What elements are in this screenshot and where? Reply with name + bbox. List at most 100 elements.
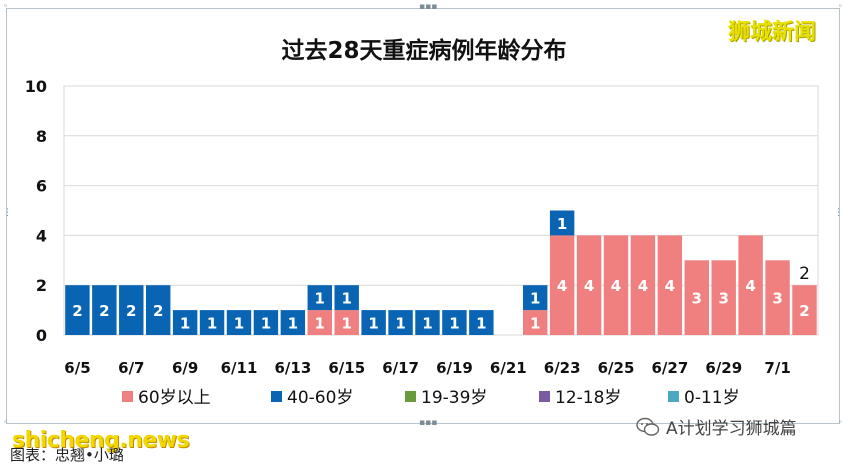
bar — [765, 260, 790, 335]
bar-value-label: 2 — [72, 302, 82, 320]
bar — [388, 310, 413, 335]
legend-label: 12-18岁 — [555, 388, 621, 408]
bar-value-label: 3 — [718, 290, 728, 308]
bar — [172, 310, 198, 335]
y-tick-label: 8 — [36, 127, 47, 146]
chart-title: 过去28天重症病例年龄分布 — [281, 37, 566, 64]
x-tick-label: 6/29 — [705, 359, 742, 377]
x-tick-label: 6/23 — [544, 359, 581, 377]
x-tick-label: 6/19 — [436, 359, 473, 377]
bar — [334, 285, 359, 311]
bar-value-label: 1 — [207, 315, 217, 333]
bar — [792, 285, 817, 335]
watermark-top-right: 狮城新闻 — [728, 20, 817, 45]
bar-value-label: 1 — [449, 315, 459, 333]
bar-value-label: 3 — [772, 290, 782, 308]
x-tick-label: 6/15 — [328, 359, 365, 377]
x-tick-label: 6/11 — [221, 359, 258, 377]
bar — [522, 310, 548, 335]
y-tick-label: 6 — [36, 177, 47, 196]
wechat-account: A计划学习狮城篇 — [636, 414, 797, 439]
bar — [199, 310, 225, 335]
resize-handle-top-right[interactable]: ◦ — [837, 2, 843, 12]
resize-handle-bottom[interactable]: ▪▪▪ — [419, 418, 438, 428]
bar-value-label: 1 — [422, 315, 432, 333]
bar-value-label: 1 — [288, 315, 298, 333]
x-tick-label: 6/7 — [118, 359, 144, 377]
bar-value-label: 1 — [315, 290, 325, 308]
bar — [657, 235, 683, 335]
chart-frame: ▪▪▪ ⋮ ⋮ ▪▪▪ ◦ ◦ ◦ ◦ — [3, 3, 843, 428]
legend-swatch — [122, 391, 133, 402]
bar — [307, 310, 332, 335]
y-axis: 0 2 4 6 8 10 — [25, 77, 47, 345]
bar — [576, 235, 602, 335]
bar-value-label: 1 — [341, 315, 351, 333]
bar — [603, 235, 629, 335]
bar-value-label: 4 — [638, 277, 648, 295]
bar-value-label: 1 — [180, 315, 190, 333]
bar-value-label: 2 — [799, 302, 809, 320]
bar-value-label: 1 — [261, 315, 271, 333]
bar-value-label: 2 — [153, 302, 163, 320]
resize-handle-right[interactable]: ⋮ — [834, 208, 843, 218]
bar-value-label: 1 — [234, 315, 244, 333]
legend-label: 60岁以上 — [138, 388, 211, 408]
resize-handle-bottom-left[interactable]: ◦ — [3, 418, 9, 428]
bar — [738, 235, 763, 335]
bar — [415, 310, 440, 335]
bar-value-label: 1 — [530, 315, 540, 333]
resize-handle-bottom-right[interactable]: ◦ — [837, 418, 843, 428]
bar — [361, 310, 386, 335]
bar — [253, 310, 279, 335]
bar-value-label: 1 — [315, 315, 325, 333]
bar — [684, 260, 709, 335]
x-tick-label: 6/25 — [598, 359, 635, 377]
bar — [145, 285, 171, 335]
bar — [522, 285, 548, 311]
x-tick-label: 6/21 — [490, 359, 527, 377]
resize-handle-top-left[interactable]: ◦ — [3, 2, 9, 12]
watermark-bottom-left: shicheng.news — [12, 428, 190, 453]
legend-swatch — [668, 391, 679, 402]
x-axis: 6/5 6/7 6/9 6/11 6/13 6/15 6/17 6/19 6/21 6/23 6/2… — [64, 359, 791, 377]
bar — [226, 310, 252, 335]
wechat-icon — [636, 417, 660, 436]
bar-value-label: 4 — [665, 277, 675, 295]
legend-swatch — [539, 391, 550, 402]
y-tick-label: 4 — [36, 226, 47, 245]
bar — [549, 235, 575, 335]
bar-value-label: 1 — [530, 290, 540, 308]
bar-value-label: 4 — [557, 277, 567, 295]
y-tick-label: 2 — [36, 276, 47, 295]
bar — [469, 310, 494, 335]
chart-caption: 图表：忠翘•小璐 — [10, 446, 124, 464]
bar-value-label: 2 — [126, 302, 136, 320]
bar-value-label: 4 — [584, 277, 594, 295]
bar-total-label: 2 — [799, 264, 810, 284]
bar-value-label: 1 — [395, 315, 405, 333]
x-tick-label: 6/17 — [382, 359, 419, 377]
legend-label: 19-39岁 — [421, 388, 487, 408]
x-tick-label: 7/1 — [764, 359, 790, 377]
bar-value-label: 2 — [99, 302, 109, 320]
legend-swatch — [271, 391, 282, 402]
bar — [307, 285, 332, 311]
resize-handle-top[interactable]: ▪▪▪ — [419, 2, 438, 12]
x-tick-label: 6/27 — [651, 359, 688, 377]
legend-label: 0-11岁 — [684, 388, 740, 408]
bar-value-label: 4 — [745, 277, 755, 295]
legend: 60岁以上 40-60岁 19-39岁 12-18岁 0-11岁 — [122, 388, 740, 408]
bar — [334, 310, 359, 335]
bar — [442, 310, 467, 335]
y-tick-label: 0 — [36, 326, 47, 345]
bar-value-label: 1 — [368, 315, 378, 333]
x-tick-label: 6/9 — [172, 359, 198, 377]
bar — [549, 210, 575, 236]
bar-value-label: 1 — [557, 215, 567, 233]
resize-handle-left[interactable]: ⋮ — [3, 208, 12, 218]
bar — [711, 260, 736, 335]
wechat-account-label: A计划学习狮城篇 — [666, 419, 797, 439]
